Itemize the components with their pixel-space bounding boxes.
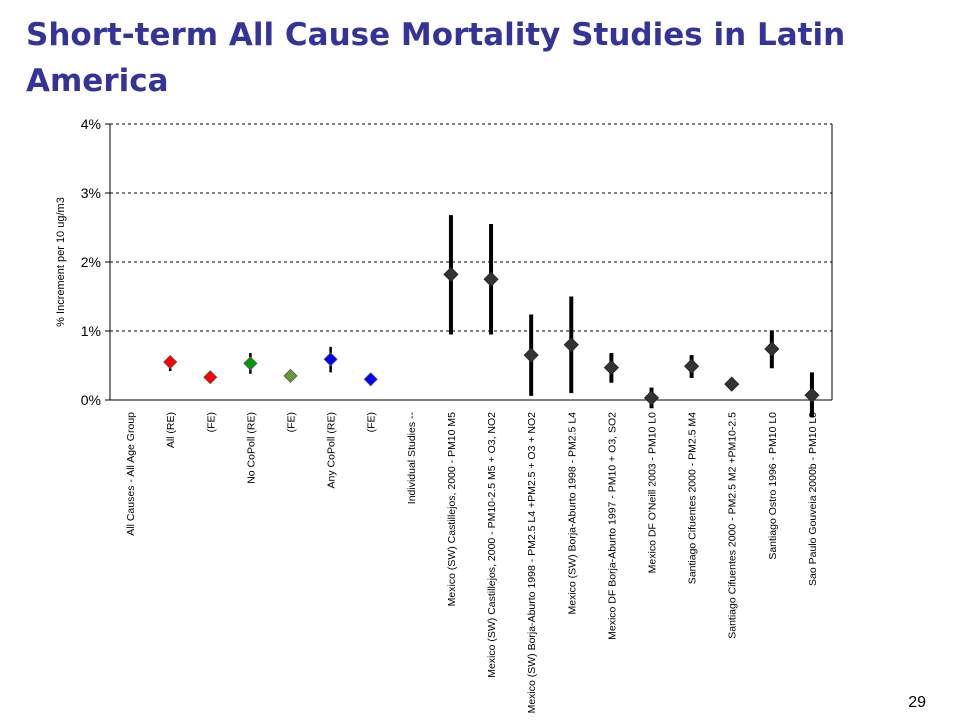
category-label: Santiago Ostro 1996 - PM10 L0 xyxy=(767,412,779,560)
category-label: Mexico (SW) Castillejos, 2000 - PM10 M5 xyxy=(446,412,458,606)
category-label: (FE) xyxy=(286,412,298,432)
category-label: Individual Studies -- xyxy=(406,412,418,505)
category-label: Mexico (SW) Borja-Aburto 1998 - PM2.5 L4 xyxy=(566,412,578,615)
y-tick-label: 1% xyxy=(81,323,101,339)
category-label: Mexico (SW) Castillejos, 2000 - PM10-2.5… xyxy=(486,412,498,678)
category-label: Mexico DF O'Neill 2003 - PM10 L0 xyxy=(647,412,659,573)
point-estimate xyxy=(363,372,378,387)
category-label: (FE) xyxy=(205,412,217,432)
y-tick-labels: 0% 1% 2% 3% 4% xyxy=(81,116,101,408)
category-label: Mexico DF Borja-Aburto 1997 - PM10 + O3,… xyxy=(606,412,618,640)
point-estimate xyxy=(243,356,258,371)
point-estimate xyxy=(323,352,338,367)
page-number: 29 xyxy=(908,694,926,711)
y-tick-label: 2% xyxy=(81,254,101,270)
point-estimate xyxy=(684,358,700,374)
category-label: (FE) xyxy=(366,412,378,432)
category-label: No CoPoll (RE) xyxy=(245,412,257,484)
point-estimate xyxy=(643,390,660,406)
y-axis-label: % Increment per 10 ug/m3 xyxy=(55,197,67,327)
point-estimate xyxy=(523,347,539,363)
category-label: Santiago Cifuentes 2000 - PM2.5 M4 xyxy=(687,412,699,584)
confidence-intervals xyxy=(168,215,814,418)
category-label: All Causes - All Age Group xyxy=(125,412,137,536)
y-tick-label: 0% xyxy=(81,392,101,408)
point-estimate xyxy=(724,376,740,392)
point-estimates xyxy=(163,266,820,406)
y-tick-label: 4% xyxy=(81,116,101,132)
point-estimate xyxy=(483,271,499,287)
point-estimate xyxy=(764,341,780,357)
slide-title: Short-term All Cause Mortality Studies i… xyxy=(26,17,846,99)
axes xyxy=(105,123,833,401)
point-estimate xyxy=(283,368,298,383)
point-estimate xyxy=(804,387,820,403)
category-labels: All Causes - All Age Group All (RE) (FE) No… xyxy=(125,412,819,714)
category-label: All (RE) xyxy=(165,412,177,448)
point-estimate xyxy=(443,266,459,282)
point-estimate xyxy=(603,360,619,376)
point-estimate xyxy=(163,354,178,370)
category-label: Sao Paulo Gouveia 2000b - PM10 L0 xyxy=(807,412,819,586)
gridlines xyxy=(110,123,832,332)
point-estimate xyxy=(563,337,579,353)
category-label: Any CoPoll (RE) xyxy=(326,412,338,488)
point-estimate xyxy=(203,370,218,385)
y-tick-label: 3% xyxy=(81,185,101,201)
category-label: Santiago Cifuentes 2000 - PM2.5 M2 +PM10… xyxy=(727,412,739,639)
category-label: Mexico (SW) Borja-Aburto 1998 - PM2.5 L4… xyxy=(526,412,538,714)
